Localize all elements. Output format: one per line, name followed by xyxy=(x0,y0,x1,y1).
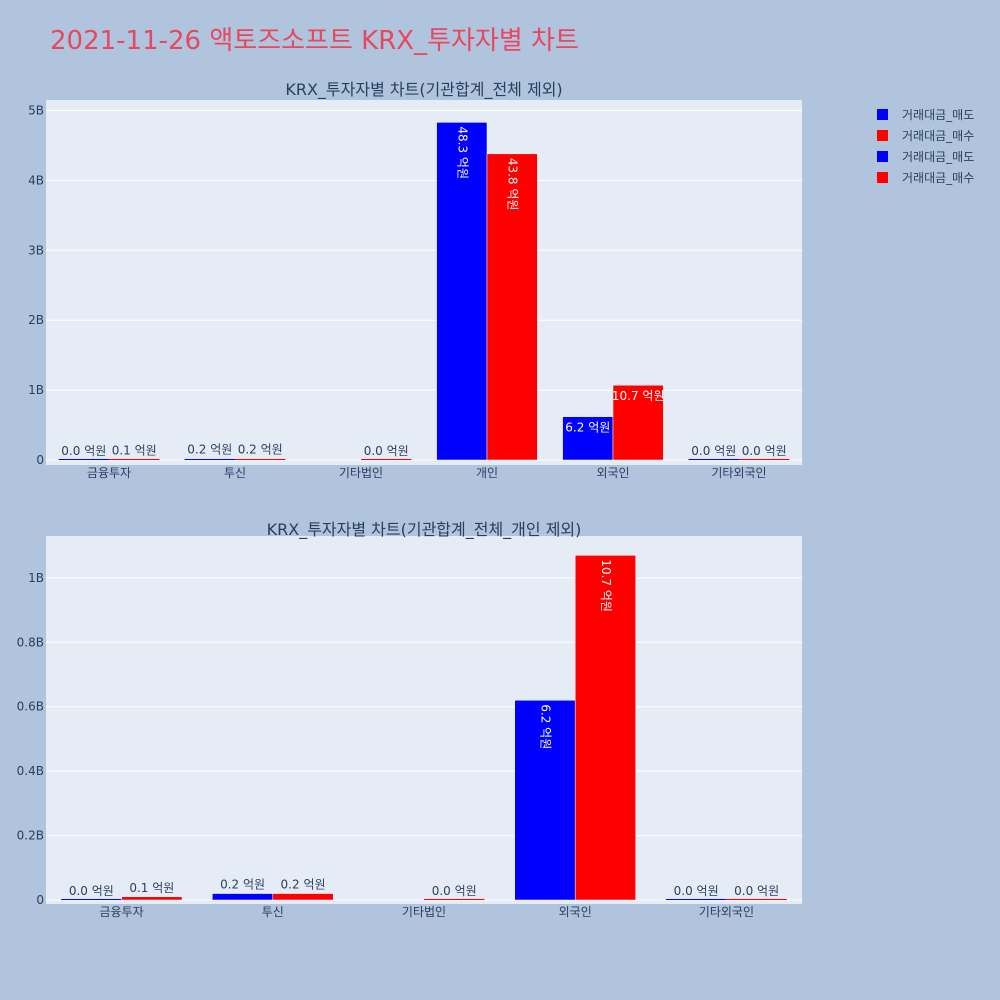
bar-label: 0.2 억원 xyxy=(187,443,232,457)
legend-label: 거래대금_매도 xyxy=(902,108,974,122)
bar xyxy=(726,899,787,900)
y-tick-label: 1B xyxy=(28,571,44,585)
bar-label: 0.0 억원 xyxy=(364,444,409,458)
bar-label: 0.0 억원 xyxy=(432,884,477,898)
x-tick-label: 금융투자 xyxy=(100,905,144,919)
y-tick-label: 0.2B xyxy=(17,829,44,843)
bar-label: 0.2 억원 xyxy=(238,443,283,457)
y-axis-2: 0 0.2B 0.4B 0.6B 0.8B 1B xyxy=(17,571,44,907)
x-tick-label: 개인 xyxy=(476,466,498,480)
bar xyxy=(235,459,286,460)
y-axis-1: 0 1B 2B 3B 4B 5B xyxy=(28,103,44,467)
y-tick-label: 1B xyxy=(28,383,44,397)
bar xyxy=(61,899,122,900)
bar-label: 0.0 억원 xyxy=(691,444,736,458)
legend-swatch xyxy=(877,130,888,141)
legend-swatch xyxy=(877,109,888,120)
bar xyxy=(212,893,274,901)
bar-label: 43.8 억원 xyxy=(506,158,520,211)
y-tick-label: 0 xyxy=(36,893,44,907)
bar-label: 10.7 억원 xyxy=(599,559,613,612)
bar-label: 6.2 억원 xyxy=(565,421,610,435)
bar xyxy=(574,555,636,901)
bar-labels-2: 0.0 억원 0.1 억원 0.2 억원 0.2 억원 0.0 억원 6.2 억원 10.7… xyxy=(69,559,779,898)
bar xyxy=(58,459,109,460)
bars-1 xyxy=(58,122,790,461)
bar-label: 10.7 억원 xyxy=(612,389,665,403)
bar xyxy=(514,700,576,901)
chart-1-title: KRX_투자자별 차트(기관합계_전체 제외) xyxy=(285,80,562,100)
bar-label: 0.2 억원 xyxy=(281,878,326,892)
bar xyxy=(612,384,664,461)
x-tick-label: 투신 xyxy=(262,905,284,919)
bar xyxy=(361,459,412,460)
bar-label: 0.0 억원 xyxy=(61,444,106,458)
chart-1: KRX_투자자별 차트(기관합계_전체 제외) 0 1B 2B 3B 4B 5B 0.0 … xyxy=(28,80,802,480)
x-tick-label: 투신 xyxy=(224,466,246,480)
y-tick-label: 0.6B xyxy=(17,700,44,714)
x-tick-label: 외국인 xyxy=(559,905,592,919)
bar xyxy=(184,459,235,460)
bar xyxy=(424,899,485,900)
x-tick-label: 금융투자 xyxy=(87,466,131,480)
bar xyxy=(562,416,614,461)
main-title: 2021-11-26 액토즈소프트 KRX_투자자별 차트 xyxy=(50,26,579,56)
bar-label: 0.1 억원 xyxy=(112,443,157,457)
bar xyxy=(272,893,334,901)
legend-item[interactable]: 거래대금_매도 xyxy=(877,150,974,164)
y-tick-label: 0.4B xyxy=(17,764,44,778)
plot-area-1 xyxy=(46,100,802,465)
bar xyxy=(121,896,183,901)
x-axis-2: 금융투자 투신 기타법인 외국인 기타외국인 xyxy=(100,905,754,919)
bar-label: 48.3 억원 xyxy=(455,126,469,179)
plot-area-2 xyxy=(46,536,802,904)
grid-lines-1 xyxy=(46,109,802,461)
bar xyxy=(109,459,160,460)
bar-label: 6.2 억원 xyxy=(538,704,552,749)
bar-label: 0.0 억원 xyxy=(742,444,787,458)
y-tick-label: 4B xyxy=(28,173,44,187)
legend-item[interactable]: 거래대금_매수 xyxy=(877,171,974,185)
y-tick-label: 5B xyxy=(28,103,44,117)
bars-2 xyxy=(61,555,787,901)
bar-labels-1: 0.0 억원 0.1 억원 0.2 억원 0.2 억원 0.0 억원 48.3 억원 43.… xyxy=(61,126,786,458)
y-tick-label: 0 xyxy=(36,453,44,467)
bar xyxy=(486,153,538,461)
legend-swatch xyxy=(877,151,888,162)
bar xyxy=(688,459,739,460)
y-tick-label: 3B xyxy=(28,243,44,257)
legend-item[interactable]: 거래대금_매수 xyxy=(877,129,974,143)
x-axis-1: 금융투자 투신 기타법인 개인 외국인 기타외국인 xyxy=(87,466,767,480)
legend-label: 거래대금_매수 xyxy=(902,171,974,185)
bar-label: 0.2 억원 xyxy=(220,878,265,892)
bar xyxy=(665,899,727,900)
bar-label: 0.0 억원 xyxy=(69,884,114,898)
x-tick-label: 기타외국인 xyxy=(699,905,754,919)
legend-label: 거래대금_매도 xyxy=(902,150,974,164)
legend-item[interactable]: 거래대금_매도 xyxy=(877,108,974,122)
legend-swatch xyxy=(877,172,888,183)
chart-2: KRX_투자자별 차트(기관합계_전체_개인 제외) 0 0.2B 0.4B 0.6B… xyxy=(17,520,802,919)
legend-label: 거래대금_매수 xyxy=(902,129,974,143)
x-tick-label: 기타외국인 xyxy=(711,466,766,480)
bar xyxy=(739,459,790,460)
bar-label: 0.0 억원 xyxy=(674,884,719,898)
x-tick-label: 기타법인 xyxy=(339,466,383,480)
chart-2-title: KRX_투자자별 차트(기관합계_전체_개인 제외) xyxy=(267,520,582,540)
x-tick-label: 외국인 xyxy=(596,466,629,480)
x-tick-label: 기타법인 xyxy=(402,905,446,919)
bar-label: 0.1 억원 xyxy=(129,881,174,895)
bar-label: 0.0 억원 xyxy=(734,884,779,898)
y-tick-label: 0.8B xyxy=(17,635,44,649)
y-tick-label: 2B xyxy=(28,313,44,327)
